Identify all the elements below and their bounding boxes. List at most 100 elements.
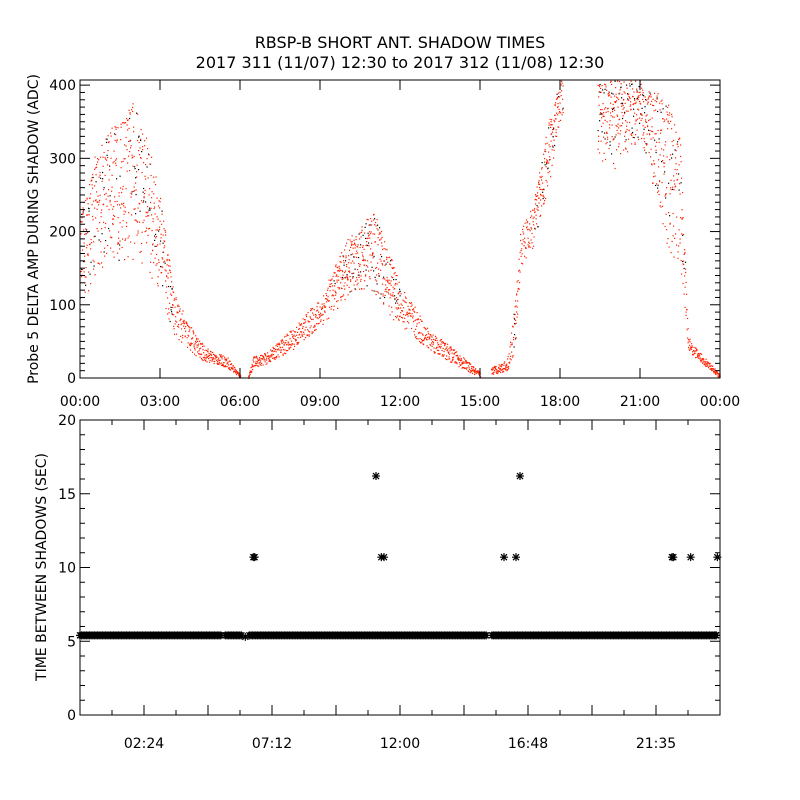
data-point [633,115,635,117]
data-point [676,173,678,175]
data-point [187,324,189,327]
data-point [160,237,162,239]
data-point [115,159,117,161]
data-point [713,368,715,370]
data-point [93,200,95,202]
data-point [442,341,444,343]
data-point [547,160,549,162]
data-point [380,293,382,295]
data-point [357,244,359,246]
data-point [545,151,547,153]
data-point [339,261,341,263]
data-point [652,98,654,100]
data-point [184,323,186,325]
data-point [451,361,453,363]
data-point [545,143,547,145]
data-point [428,347,430,349]
data-point [330,279,332,281]
data-point [662,205,664,207]
data-point [420,332,422,334]
data-point [512,553,520,562]
data-point [649,95,651,97]
data-point [440,343,442,345]
data-point [687,317,689,320]
data-point [648,151,650,154]
data-point [224,356,226,358]
data-point [611,83,613,86]
data-point [388,305,390,307]
data-point [482,631,491,640]
data-point [340,261,342,263]
data-point [669,223,671,225]
data-point [185,326,187,328]
data-point [555,131,557,134]
data-point [325,298,327,300]
data-point [203,352,205,354]
data-point [319,314,321,316]
y-tick-label: 200 [49,225,76,241]
data-point [468,362,470,364]
data-point [94,207,96,209]
data-point [129,113,131,115]
data-point [187,334,189,336]
data-point [354,243,356,245]
data-point [615,101,617,103]
data-point [99,174,101,176]
data-point [266,359,268,361]
data-point [307,312,309,314]
data-point [301,333,303,335]
data-point [410,315,412,317]
data-point [197,338,199,340]
data-point [601,125,603,128]
data-point [308,334,310,336]
data-point [362,246,364,248]
data-point [472,370,474,372]
data-point [109,169,111,171]
data-point [100,216,102,218]
data-point [352,276,354,278]
data-point [96,166,98,168]
data-point [94,274,96,276]
data-point [368,235,370,237]
data-point [458,358,460,360]
data-point [318,322,320,324]
data-point [557,103,559,105]
data-point [438,343,440,346]
data-point [510,359,512,361]
data-point [456,351,458,353]
data-point [689,349,691,351]
data-point [142,149,144,151]
data-point [217,363,219,365]
data-point [359,246,361,249]
data-point [404,328,406,330]
data-point [684,306,686,308]
data-point [666,111,668,113]
data-point [636,129,638,131]
data-point [282,353,284,355]
data-point [326,294,328,297]
data-point [331,278,333,280]
data-point [338,269,340,272]
data-point [249,372,251,374]
y-tick-label: 5 [67,634,76,650]
data-point [130,241,132,243]
data-point [382,264,384,266]
data-point [541,175,543,177]
data-point [679,183,681,185]
data-point [492,372,494,374]
data-point [398,281,400,283]
data-point [609,120,611,122]
data-point [365,237,367,239]
data-point [221,358,223,360]
data-point [616,100,618,102]
data-point [143,197,145,199]
data-point [131,154,133,156]
data-point [101,262,103,264]
data-point [287,334,289,337]
data-point [710,368,712,370]
data-point [146,137,148,139]
data-point [550,140,552,142]
data-point [215,355,217,357]
data-point [540,176,542,179]
data-point [114,215,116,217]
